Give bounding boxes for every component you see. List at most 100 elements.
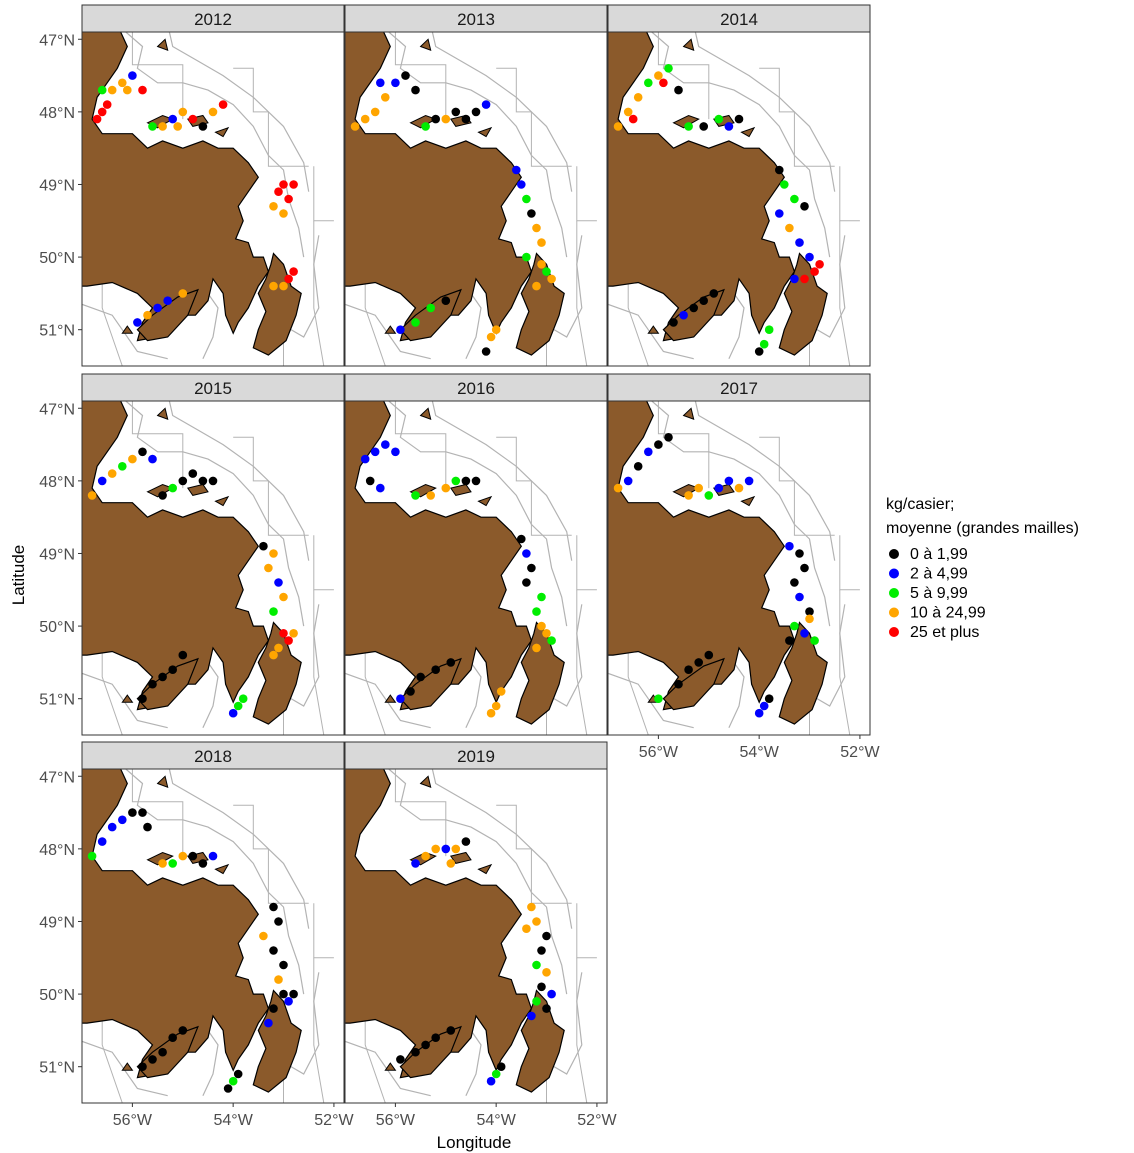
catch-rate-point: [805, 607, 814, 616]
catch-rate-point: [370, 447, 380, 457]
catch-rate-point: [138, 808, 147, 817]
zone-boundary: [576, 957, 588, 1103]
catch-rate-point: [724, 476, 734, 486]
catch-rate-point: [441, 114, 451, 124]
land-island: [672, 114, 700, 129]
zone-boundary: [131, 769, 184, 857]
catch-rate-point: [512, 165, 521, 175]
catch-rate-point: [360, 114, 370, 124]
catch-rate-point: [654, 694, 663, 703]
catch-rate-point: [188, 114, 198, 124]
x-tick-label: 52°W: [840, 744, 880, 761]
facet-panel-2018: 2018 51°N 50°N 49°N 48°N 47°N 56°W 54°W 52°W: [39, 741, 354, 1129]
y-tick-label: 49°N: [39, 177, 75, 194]
catch-rate-point: [522, 549, 531, 558]
panel-border: [81, 400, 345, 736]
land-island: [384, 694, 397, 703]
catch-rate-point: [654, 71, 663, 80]
facet-strip-label: 2015: [194, 379, 232, 398]
zone-boundary: [759, 67, 835, 167]
y-tick-label: 51°N: [39, 692, 75, 709]
catch-rate-point: [527, 209, 536, 218]
catch-rate-point: [178, 650, 188, 660]
legend: kg/casier; moyenne (grandes mailles) 0 à…: [886, 496, 1079, 641]
catch-rate-point: [491, 325, 501, 335]
land-island: [384, 1062, 397, 1071]
catch-rate-point: [785, 541, 794, 551]
zone-boundary: [496, 67, 572, 167]
catch-rate-point: [441, 296, 451, 306]
map-area: [345, 769, 607, 1103]
catch-rate-point: [411, 85, 420, 95]
map-area: [345, 32, 607, 366]
catch-rate-point: [92, 114, 102, 124]
land-avalon: [515, 989, 565, 1093]
catch-rate-point: [790, 621, 799, 631]
catch-rate-point: [411, 318, 420, 327]
land-island: [740, 126, 756, 138]
zone-boundary: [576, 535, 597, 591]
catch-rate-point: [138, 447, 147, 457]
catch-rate-point: [376, 78, 385, 88]
catch-rate-point: [780, 180, 789, 189]
y-tick-label: 51°N: [39, 1060, 75, 1077]
catch-rate-point: [623, 476, 633, 486]
catch-rate-point: [148, 454, 157, 464]
catch-rate-point: [532, 997, 541, 1006]
catch-rate-point: [97, 85, 107, 95]
catch-rate-point: [486, 1076, 496, 1086]
catch-rate-point: [208, 476, 218, 486]
catch-rate-point: [532, 223, 541, 233]
land-burin: [399, 1025, 462, 1079]
catch-rate-point: [754, 708, 764, 718]
land-island: [419, 38, 432, 51]
land-island: [214, 495, 230, 507]
catch-rate-point: [446, 859, 456, 868]
catch-rate-point: [785, 636, 794, 645]
facet-strip: [81, 741, 345, 770]
catch-rate-point: [547, 636, 556, 645]
zone-boundary: [657, 401, 710, 489]
catch-rate-point: [517, 180, 526, 189]
legend-item: 0 à 1,99: [889, 546, 968, 563]
depth-contour: [694, 401, 836, 561]
land-island: [214, 863, 230, 875]
catch-rate-point: [87, 491, 97, 500]
catch-rate-point: [805, 252, 814, 262]
catch-rate-point: [269, 607, 278, 616]
catch-rate-point: [532, 281, 541, 291]
catch-rate-point: [542, 1004, 551, 1013]
map-area: [82, 401, 344, 735]
zone-boundary: [313, 957, 325, 1103]
land-island: [647, 325, 660, 334]
catch-rate-point: [269, 1004, 278, 1013]
catch-rate-point: [674, 85, 683, 95]
catch-rate-point: [679, 310, 688, 320]
depth-contour: [387, 401, 568, 627]
catch-rate-point: [441, 483, 451, 493]
catch-rate-point: [269, 946, 278, 955]
y-tick-label: 50°N: [39, 250, 75, 267]
panel-border: [344, 31, 608, 367]
catch-rate-point: [744, 476, 754, 486]
catch-rate-point: [350, 122, 360, 131]
catch-rate-point: [168, 483, 177, 493]
y-tick-label: 49°N: [39, 914, 75, 931]
zone-boundary: [131, 32, 184, 120]
catch-rate-point: [228, 708, 238, 718]
catch-rate-point: [491, 1069, 501, 1079]
catch-rate-point: [178, 476, 188, 486]
zone-boundary: [576, 903, 597, 959]
catch-rate-point: [188, 851, 198, 861]
catch-rate-point: [775, 209, 784, 218]
depth-contour: [278, 604, 320, 707]
catch-rate-point: [158, 672, 167, 682]
catch-rate-point: [709, 289, 719, 298]
catch-rate-point: [148, 122, 157, 131]
facet-strip-label: 2019: [457, 747, 495, 766]
catch-rate-point: [198, 476, 208, 486]
catch-rate-point: [669, 318, 678, 327]
zone-boundary: [759, 436, 835, 536]
catch-rate-point: [714, 483, 724, 493]
zone-boundary: [394, 32, 447, 120]
